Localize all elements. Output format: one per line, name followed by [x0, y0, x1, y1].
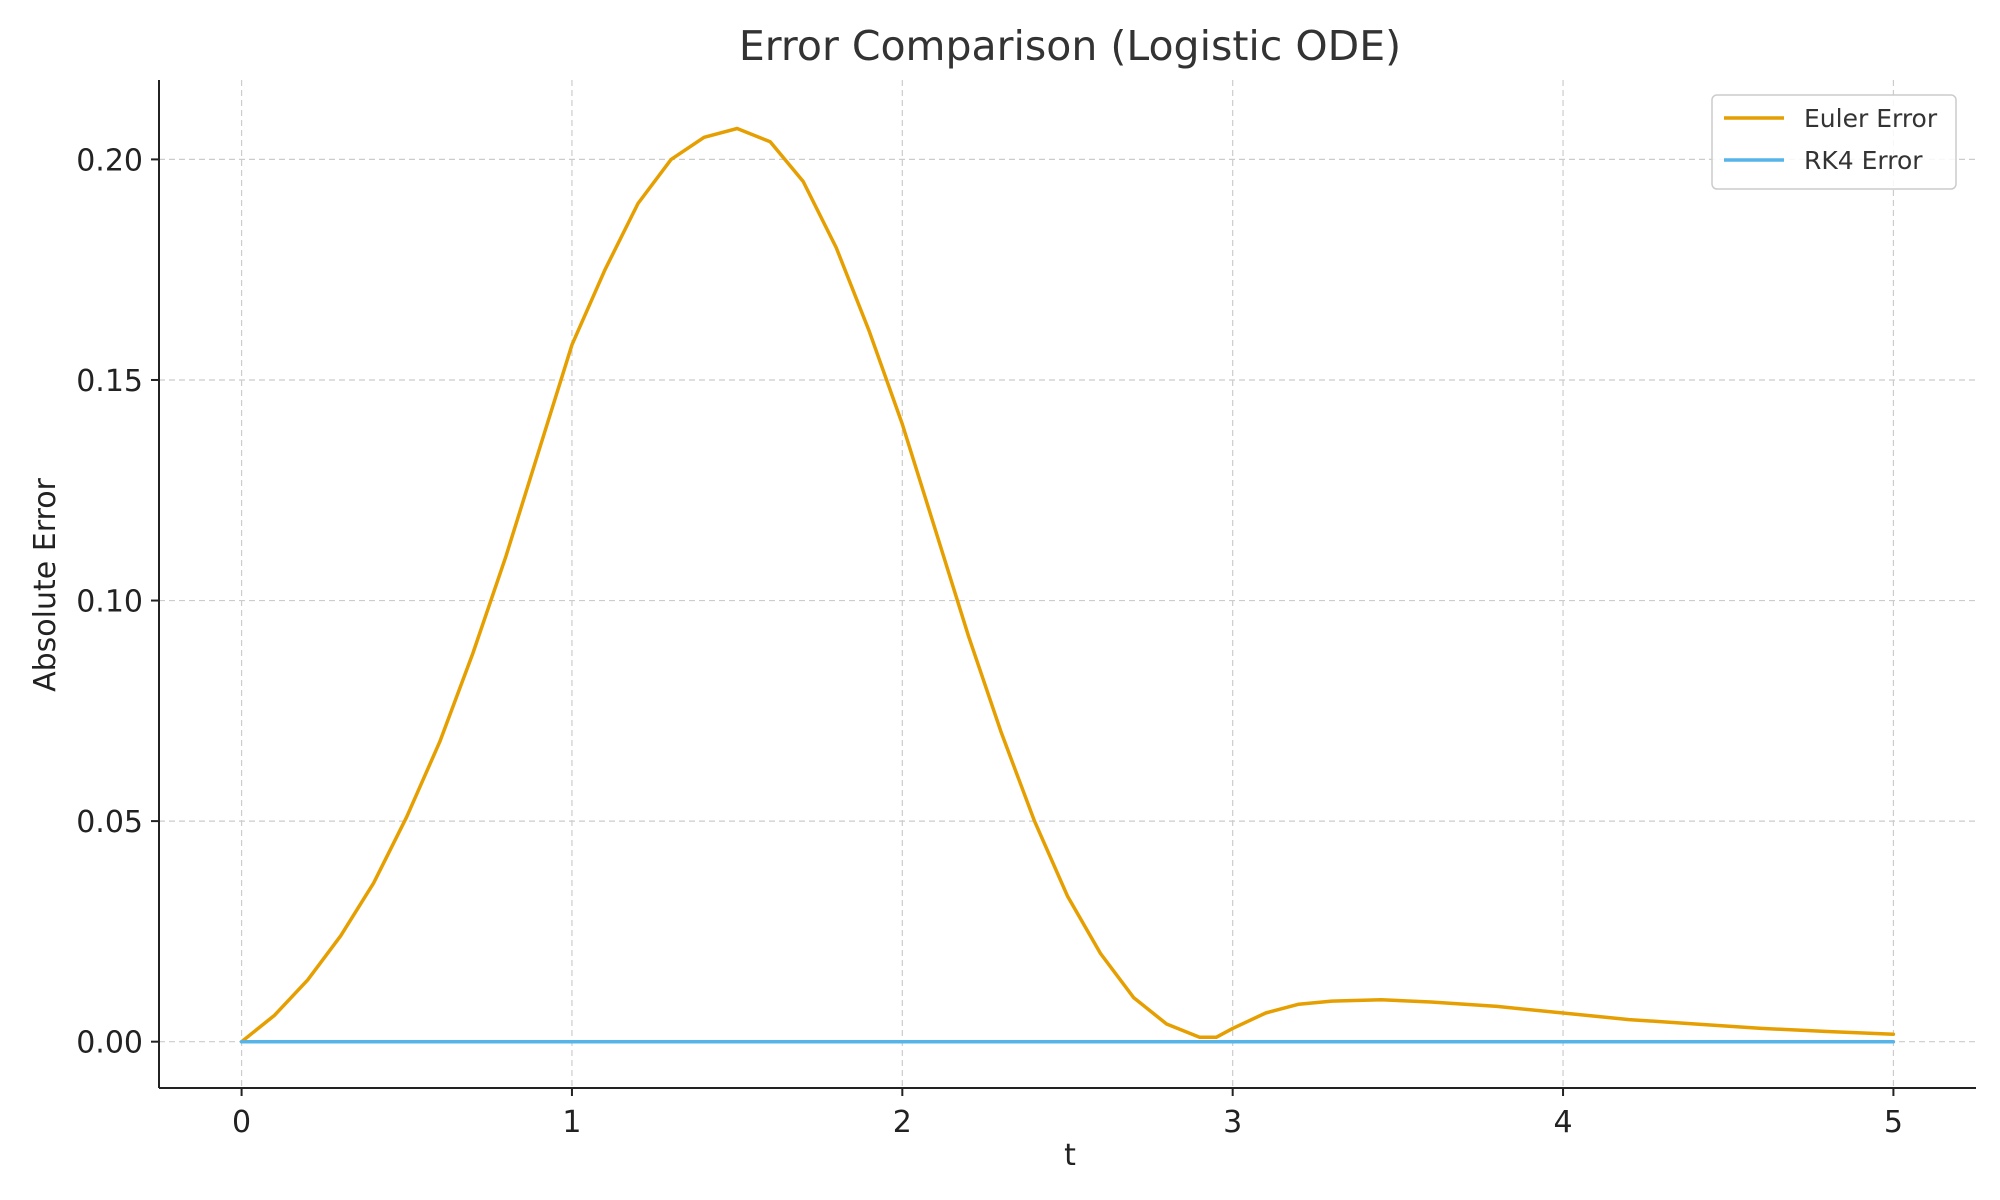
- legend-label-euler: Euler Error: [1804, 104, 1938, 133]
- x-tick-label: 2: [893, 1105, 912, 1140]
- euler-error-line: [239, 126, 1896, 1044]
- x-axis-label: t: [1064, 1138, 1076, 1173]
- y-tick-label: 0.05: [76, 805, 143, 840]
- legend: Euler Error RK4 Error: [1711, 94, 1957, 190]
- series-layer: [239, 126, 1896, 1044]
- x-tick-label: 4: [1553, 1105, 1572, 1140]
- y-tick-label: 0.20: [76, 143, 143, 178]
- legend-label-rk4: RK4 Error: [1804, 146, 1923, 175]
- y-tick-label: 0.10: [76, 585, 143, 620]
- x-tick-label: 5: [1884, 1105, 1903, 1140]
- ticks: 0 1 2 3 4 5 0.00 0.05 0.10 0.15 0.20: [76, 143, 1903, 1140]
- grid: [159, 80, 1976, 1088]
- chart-title: Error Comparison (Logistic ODE): [739, 22, 1401, 70]
- y-axis-label: Absolute Error: [28, 477, 63, 691]
- x-tick-label: 3: [1223, 1105, 1242, 1140]
- y-tick-label: 0.15: [76, 364, 143, 399]
- x-tick-label: 1: [562, 1105, 581, 1140]
- axes: [158, 80, 1976, 1089]
- y-tick-label: 0.00: [76, 1026, 143, 1061]
- x-tick-label: 0: [232, 1105, 251, 1140]
